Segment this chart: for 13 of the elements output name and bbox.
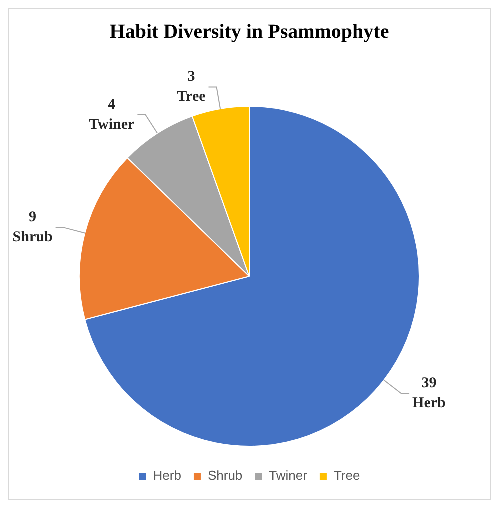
- slice-label: Shrub: [12, 230, 53, 246]
- slice-label: Tree: [177, 89, 206, 106]
- legend-label: Shrub: [208, 468, 243, 484]
- chart-title: Habit Diversity in Psammophyte: [110, 21, 390, 44]
- data-label: 4: [108, 96, 116, 113]
- slice-label: Twiner: [89, 116, 136, 133]
- legend-label: Tree: [334, 468, 360, 484]
- data-label: 39: [422, 376, 437, 392]
- data-label: 9: [29, 210, 37, 226]
- legend-label: Twiner: [269, 468, 308, 484]
- data-label: 3: [188, 69, 196, 86]
- slice-label: Herb: [412, 396, 446, 412]
- legend-label: Herb: [153, 468, 182, 484]
